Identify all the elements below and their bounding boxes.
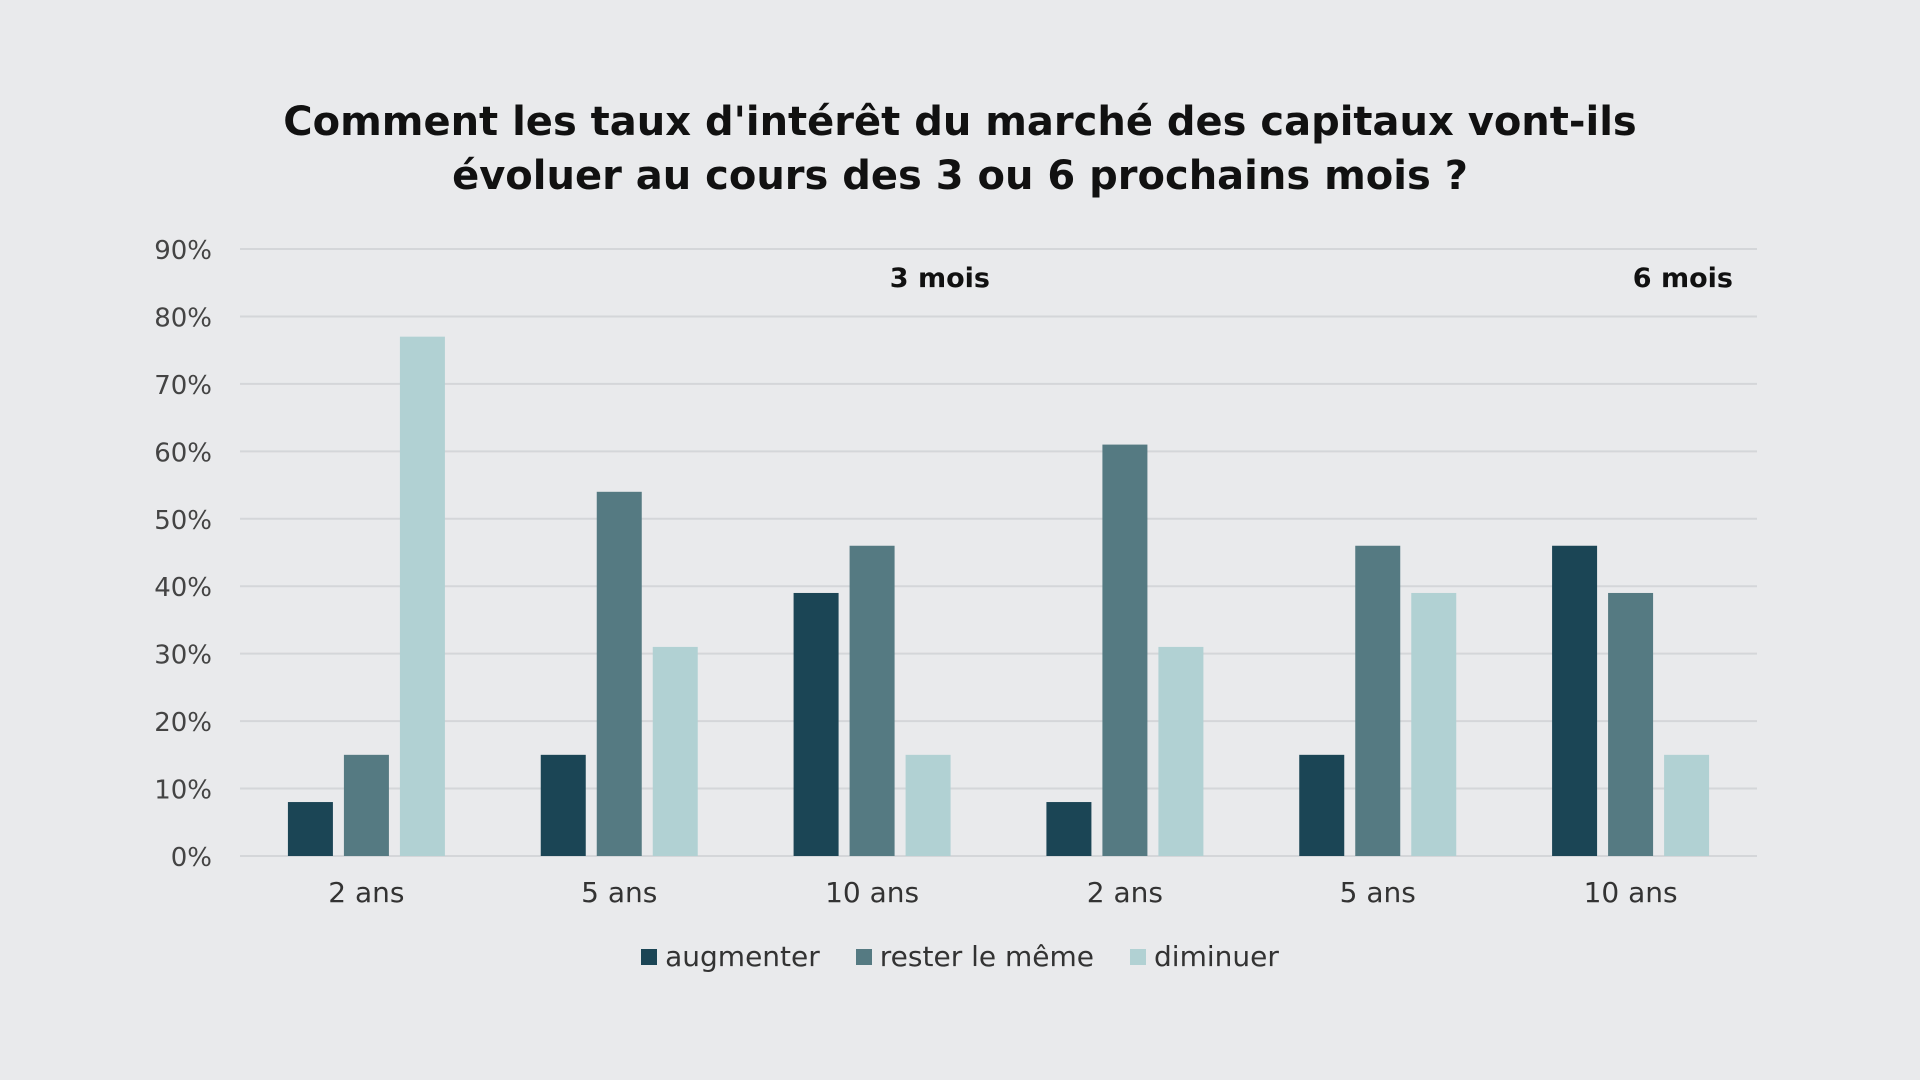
group-label: 6 mois [1633,263,1733,294]
bar [1046,802,1092,856]
bar [540,754,586,856]
chart-title-line-1: Comment les taux d'intérêt du marché des… [283,99,1637,145]
bar [1299,754,1345,856]
group-labels: 3 mois 6 mois [890,263,1733,294]
y-tick-label: 0% [171,843,212,873]
legend-item: rester le même [855,940,1095,973]
legend-swatch [641,948,658,965]
x-axis: 2 ans 5 ans 10 ans 2 ans 5 ans 10 ans [328,876,1677,909]
legend-label: augmenter [665,940,820,973]
legend-label: diminuer [1154,940,1279,973]
chart-title-line-2: évoluer au cours des 3 ou 6 prochains mo… [452,153,1468,199]
bar [1552,545,1598,856]
legend: augmenter rester le même diminuer [0,940,1920,973]
grid-lines [240,248,1757,857]
bar [1158,646,1204,856]
y-tick-label: 80% [154,303,212,333]
bar [343,754,389,856]
legend-swatch [855,948,872,965]
bar [399,336,445,857]
y-axis: 0% 10% 20% 30% 40% 50% 60% 70% 80% 90% [154,236,212,873]
bar [905,754,951,856]
y-tick-label: 50% [154,506,212,536]
legend-swatch [1130,948,1147,965]
bar [652,646,698,856]
y-tick-label: 60% [154,438,212,468]
bar [1355,545,1401,856]
x-tick-label: 10 ans [825,876,919,909]
y-tick-label: 20% [154,708,212,738]
y-tick-label: 90% [154,236,212,266]
bars [287,336,1710,857]
bar [1411,592,1457,856]
bar [849,545,895,856]
legend-item: diminuer [1130,940,1279,973]
x-tick-label: 2 ans [328,876,404,909]
bar [596,491,642,856]
group-label: 3 mois [890,263,990,294]
y-tick-label: 40% [154,573,212,603]
y-tick-label: 10% [154,776,212,806]
bar [1608,592,1654,856]
x-tick-label: 10 ans [1584,876,1678,909]
y-tick-label: 30% [154,641,212,671]
chart-title: Comment les taux d'intérêt du marché des… [0,95,1920,203]
legend-item: augmenter [641,940,820,973]
legend-label: rester le même [879,940,1095,973]
y-tick-label: 70% [154,371,212,401]
bar [1664,754,1710,856]
bar [287,802,333,856]
x-tick-label: 5 ans [581,876,657,909]
bar [1102,444,1148,856]
x-tick-label: 2 ans [1087,876,1163,909]
x-tick-label: 5 ans [1340,876,1416,909]
bar [793,592,839,856]
